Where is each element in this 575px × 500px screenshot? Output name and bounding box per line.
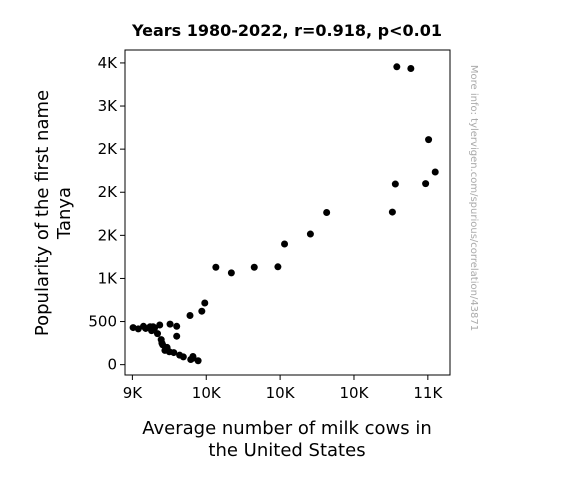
data-point xyxy=(166,320,174,328)
y-tick-label: 2K xyxy=(98,183,119,201)
data-point xyxy=(281,240,289,248)
plot-frame xyxy=(124,49,451,376)
data-point xyxy=(212,263,220,271)
data-point xyxy=(323,209,331,216)
data-point xyxy=(189,354,197,362)
y-tick-label: 4K xyxy=(98,54,119,72)
data-point xyxy=(227,269,235,277)
x-axis-label-line-2: the United States xyxy=(208,440,365,461)
x-tick-label: 10K xyxy=(340,384,370,402)
x-tick-label: 11K xyxy=(413,384,443,402)
chart-title: Years 1980-2022, r=0.918, p<0.01 xyxy=(131,21,442,40)
data-point xyxy=(274,263,282,271)
data-point xyxy=(306,230,314,238)
data-point xyxy=(173,332,181,340)
y-axis: 0 500 1K 2K 2K 2K 3K 4K xyxy=(88,54,125,374)
y-tick-label: 1K xyxy=(98,269,119,287)
data-point xyxy=(149,323,157,331)
y-tick-label: 0 xyxy=(107,356,117,374)
x-tick-label: 10K xyxy=(192,384,222,402)
data-points xyxy=(129,63,439,365)
y-tick-label: 2K xyxy=(98,140,119,158)
data-point xyxy=(407,65,415,73)
data-point xyxy=(391,180,399,188)
data-point xyxy=(201,299,209,307)
data-point xyxy=(154,330,161,338)
data-point xyxy=(431,168,439,176)
data-point xyxy=(393,63,401,71)
plot-area xyxy=(124,49,451,376)
source-watermark: More info: tylervigen.com/spurious/corre… xyxy=(468,65,479,331)
data-point xyxy=(198,307,206,315)
y-axis-label-line-2: Tanya xyxy=(54,187,75,240)
data-point xyxy=(179,353,187,361)
data-point xyxy=(173,322,181,330)
data-point xyxy=(134,325,142,333)
data-point xyxy=(250,263,258,271)
x-tick-label: 10K xyxy=(266,384,296,402)
data-point xyxy=(186,312,194,320)
data-point xyxy=(194,357,202,365)
data-point xyxy=(422,180,430,188)
y-tick-label: 3K xyxy=(98,97,119,115)
x-axis-label-line-1: Average number of milk cows in xyxy=(142,418,432,439)
y-tick-label: 500 xyxy=(88,313,117,331)
y-tick-label: 2K xyxy=(98,226,119,244)
data-point xyxy=(388,208,396,216)
data-point xyxy=(156,321,164,329)
data-point xyxy=(425,136,433,144)
y-axis-label-line-1: Popularity of the first name xyxy=(32,90,53,336)
x-tick-label: 9K xyxy=(123,384,144,402)
data-point xyxy=(170,349,178,357)
x-axis: 9K 10K 10K 10K 11K xyxy=(123,375,443,402)
